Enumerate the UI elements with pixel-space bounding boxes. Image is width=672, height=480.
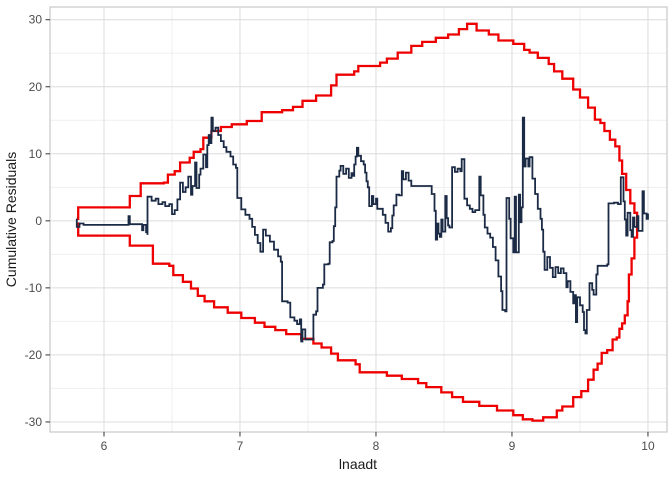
envelope-lower-line xyxy=(76,220,639,422)
y-tick-label: 0 xyxy=(35,214,42,228)
y-tick-label: -30 xyxy=(25,415,43,429)
x-tick-label: 6 xyxy=(101,439,108,453)
envelope-upper-line xyxy=(76,22,639,221)
y-tick-label: 10 xyxy=(29,147,43,161)
cumulative-residuals-line xyxy=(75,116,649,343)
y-tick-label: -20 xyxy=(25,348,43,362)
x-tick-label: 7 xyxy=(237,439,244,453)
series-layer xyxy=(75,22,649,422)
axis-layer: 6 7 8 9 10 -30 -20 -10 0 10 20 30 xyxy=(25,13,655,453)
y-tick-label: 20 xyxy=(29,80,43,94)
y-tick-label: 30 xyxy=(29,13,43,27)
x-axis-title: lnaadt xyxy=(339,456,377,472)
x-tick-label: 10 xyxy=(641,439,655,453)
y-axis-title: Cumulative Residuals xyxy=(3,152,19,287)
panel-border xyxy=(49,6,668,433)
y-tick-label: -10 xyxy=(25,281,43,295)
x-tick-label: 8 xyxy=(373,439,380,453)
x-tick-label: 9 xyxy=(509,439,516,453)
